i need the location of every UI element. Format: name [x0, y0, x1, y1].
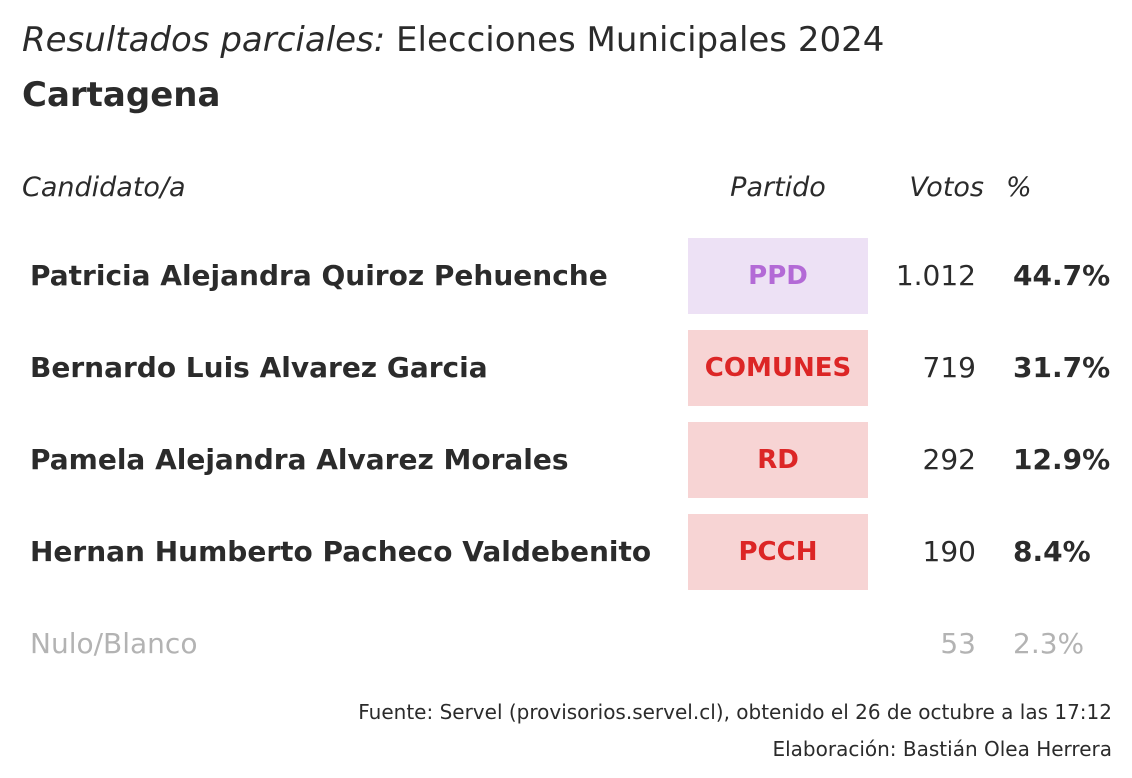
candidate-name: Bernardo Luis Alvarez Garcia	[30, 351, 488, 384]
votes-value: 190	[922, 535, 976, 568]
party-badge: COMUNES	[688, 330, 868, 406]
null-blank-label: Nulo/Blanco	[30, 627, 198, 660]
table-row: Hernan Humberto Pacheco Valdebenito PCCH…	[0, 514, 1132, 590]
table-row: Bernardo Luis Alvarez Garcia COMUNES 719…	[0, 330, 1132, 406]
candidate-name: Patricia Alejandra Quiroz Pehuenche	[30, 259, 608, 292]
null-blank-votes: 53	[940, 627, 976, 660]
votes-value: 1.012	[895, 259, 976, 292]
column-header-votes: Votos	[909, 172, 984, 203]
party-badge: PCCH	[688, 514, 868, 590]
percent-value: 12.9%	[1013, 443, 1111, 476]
percent-value: 44.7%	[1013, 259, 1111, 292]
party-badge: PPD	[688, 238, 868, 314]
votes-value: 292	[922, 443, 976, 476]
null-blank-row: Nulo/Blanco 53 2.3%	[0, 606, 1132, 682]
party-badge: RD	[688, 422, 868, 498]
column-header-percent: %	[1006, 172, 1032, 203]
chart-title: Resultados parciales: Elecciones Municip…	[22, 18, 884, 62]
percent-value: 8.4%	[1013, 535, 1091, 568]
source-note: Fuente: Servel (provisorios.servel.cl), …	[358, 700, 1112, 724]
table-row: Pamela Alejandra Alvarez Morales RD 292 …	[0, 422, 1132, 498]
candidate-name: Hernan Humberto Pacheco Valdebenito	[30, 535, 652, 568]
percent-value: 31.7%	[1013, 351, 1111, 384]
column-header-candidate: Candidato/a	[22, 172, 186, 203]
chart-title-italic: Resultados parciales:	[22, 20, 386, 60]
chart-title-rest: Elecciones Municipales 2024	[385, 20, 885, 60]
column-header-party: Partido	[730, 172, 826, 203]
candidate-name: Pamela Alejandra Alvarez Morales	[30, 443, 569, 476]
votes-value: 719	[922, 351, 976, 384]
credit-note: Elaboración: Bastián Olea Herrera	[772, 737, 1112, 761]
table-row: Patricia Alejandra Quiroz Pehuenche PPD …	[0, 238, 1132, 314]
null-blank-percent: 2.3%	[1013, 627, 1085, 660]
chart-subtitle: Cartagena	[22, 75, 221, 115]
